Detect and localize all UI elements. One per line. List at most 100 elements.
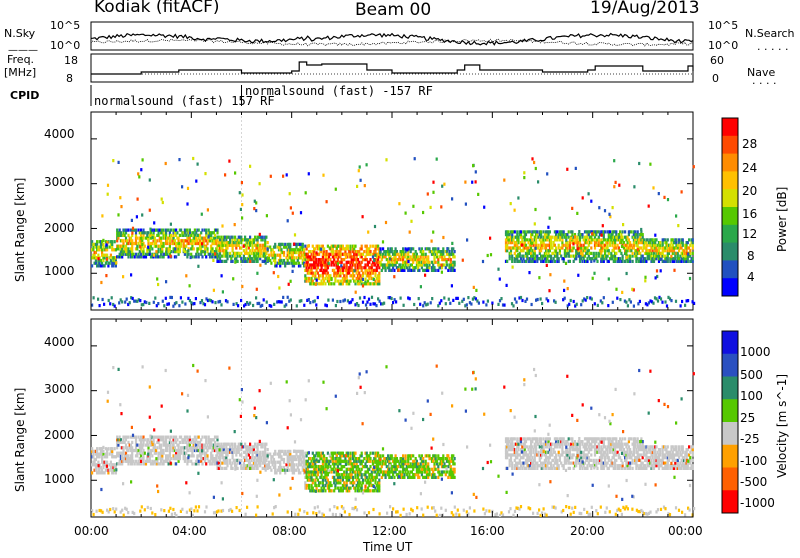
freq-panel-frame bbox=[91, 54, 693, 82]
data-cell bbox=[135, 436, 137, 439]
data-cell bbox=[563, 230, 565, 233]
data-cell bbox=[435, 269, 437, 272]
data-cell bbox=[428, 261, 430, 264]
data-cell bbox=[563, 437, 565, 440]
velocity-colorbar-band bbox=[722, 422, 738, 445]
data-cell bbox=[590, 246, 592, 249]
data-cell bbox=[331, 282, 333, 285]
data-cell bbox=[96, 240, 98, 243]
data-cell bbox=[136, 444, 138, 447]
data-cell bbox=[608, 249, 610, 252]
data-cell bbox=[91, 264, 93, 267]
data-cell bbox=[288, 469, 290, 472]
data-cell bbox=[402, 454, 404, 457]
data-cell bbox=[221, 260, 223, 263]
data-cell bbox=[111, 240, 113, 243]
data-cell bbox=[274, 243, 276, 246]
data-cell bbox=[331, 489, 333, 492]
data-cell bbox=[580, 451, 582, 454]
data-cell bbox=[316, 484, 318, 487]
data-cell bbox=[176, 438, 178, 441]
data-cell bbox=[106, 254, 108, 257]
data-cell bbox=[267, 241, 269, 244]
data-cell bbox=[615, 437, 617, 440]
data-cell bbox=[450, 258, 452, 261]
data-cell bbox=[232, 443, 234, 446]
data-cell bbox=[412, 454, 414, 457]
data-cell bbox=[176, 231, 178, 234]
data-cell bbox=[144, 438, 146, 441]
data-cell bbox=[163, 242, 165, 245]
data-cell bbox=[259, 244, 261, 247]
data-cell bbox=[163, 449, 165, 452]
data-cell bbox=[131, 441, 133, 444]
data-cell bbox=[135, 229, 137, 232]
data-cell bbox=[454, 476, 456, 479]
data-cell bbox=[240, 252, 242, 255]
data-cell bbox=[615, 459, 617, 462]
data-cell bbox=[283, 251, 285, 254]
data-cell bbox=[151, 247, 153, 250]
data-cell bbox=[232, 467, 234, 470]
data-cell bbox=[327, 245, 329, 248]
data-cell bbox=[316, 258, 318, 261]
data-cell bbox=[349, 280, 351, 283]
data-cell bbox=[402, 247, 404, 250]
data-cell bbox=[226, 459, 228, 462]
data-cell bbox=[151, 454, 153, 457]
data-cell bbox=[308, 484, 310, 487]
data-cell bbox=[563, 244, 565, 247]
data-cell bbox=[604, 437, 606, 440]
data-cell bbox=[615, 252, 617, 255]
data-cell bbox=[506, 467, 508, 470]
data-cell bbox=[624, 437, 626, 440]
data-cell bbox=[435, 476, 437, 479]
data-cell bbox=[581, 440, 583, 443]
data-cell bbox=[216, 436, 218, 439]
data-cell bbox=[551, 236, 553, 239]
data-cell bbox=[299, 471, 301, 474]
data-cell bbox=[156, 446, 158, 449]
data-cell bbox=[378, 479, 380, 482]
data-cell bbox=[622, 230, 624, 233]
data-cell bbox=[353, 481, 355, 484]
data-cell bbox=[206, 247, 208, 250]
data-cell bbox=[511, 462, 513, 465]
data-cell bbox=[363, 250, 365, 253]
data-cell bbox=[570, 255, 572, 258]
data-cell bbox=[427, 462, 429, 465]
data-cell bbox=[624, 230, 626, 233]
data-cell bbox=[380, 454, 382, 457]
data-cell bbox=[622, 437, 624, 440]
data-cell bbox=[205, 255, 207, 258]
data-cell bbox=[361, 245, 363, 248]
data-cell bbox=[454, 462, 456, 465]
data-cell bbox=[154, 237, 156, 240]
power-colorbar-band bbox=[722, 189, 738, 207]
data-cell bbox=[201, 436, 203, 439]
data-cell bbox=[511, 255, 513, 258]
data-cell bbox=[96, 447, 98, 450]
velocity-colorbar-band bbox=[722, 331, 738, 354]
data-cell bbox=[555, 453, 557, 456]
data-cell bbox=[249, 443, 251, 446]
data-cell bbox=[144, 452, 146, 455]
data-cell bbox=[435, 247, 437, 250]
data-cell bbox=[323, 454, 325, 457]
data-cell bbox=[198, 460, 200, 463]
data-cell bbox=[549, 437, 551, 440]
data-cell bbox=[323, 247, 325, 250]
data-cell bbox=[205, 462, 207, 465]
power-colorbar-band bbox=[722, 207, 738, 225]
data-cell bbox=[568, 230, 570, 233]
data-cell bbox=[188, 460, 190, 463]
data-cell bbox=[198, 253, 200, 256]
data-cell bbox=[454, 457, 456, 460]
data-cell bbox=[369, 465, 371, 468]
data-cell bbox=[596, 260, 598, 263]
data-cell bbox=[569, 260, 571, 263]
data-cell bbox=[312, 272, 314, 275]
data-cell bbox=[343, 470, 345, 473]
data-cell bbox=[435, 454, 437, 457]
data-cell bbox=[622, 443, 624, 446]
